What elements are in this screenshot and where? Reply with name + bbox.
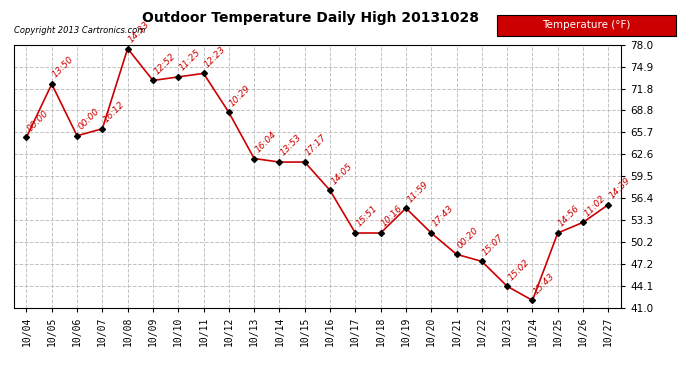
Text: 14:56: 14:56 (557, 204, 582, 229)
Text: 00:20: 00:20 (455, 225, 480, 250)
Text: 15:51: 15:51 (355, 204, 380, 229)
Text: 14:33: 14:33 (127, 20, 152, 44)
Text: 00:00: 00:00 (76, 107, 101, 132)
Text: 11:59: 11:59 (405, 179, 430, 204)
Text: 15:43: 15:43 (531, 272, 556, 296)
Text: 15:02: 15:02 (506, 257, 531, 282)
Text: 16:12: 16:12 (101, 100, 126, 124)
Text: 00:00: 00:00 (26, 108, 50, 133)
Text: 12:52: 12:52 (152, 51, 177, 76)
Text: Outdoor Temperature Daily High 20131028: Outdoor Temperature Daily High 20131028 (142, 11, 479, 25)
Text: 10:29: 10:29 (228, 84, 253, 108)
Text: 17:43: 17:43 (431, 204, 455, 229)
Text: 11:25: 11:25 (177, 48, 202, 73)
Text: 13:50: 13:50 (51, 55, 76, 80)
Text: 11:02: 11:02 (582, 194, 607, 218)
Text: 13:53: 13:53 (279, 133, 304, 158)
Text: 16:04: 16:04 (253, 130, 278, 154)
Text: 12:23: 12:23 (203, 45, 228, 69)
Text: Temperature (°F): Temperature (°F) (542, 21, 631, 30)
Text: Copyright 2013 Cartronics.com: Copyright 2013 Cartronics.com (14, 26, 145, 35)
Text: 15:07: 15:07 (481, 232, 506, 257)
Text: 14:39: 14:39 (607, 176, 632, 201)
Text: 14:05: 14:05 (329, 162, 354, 186)
Text: 10:16: 10:16 (380, 204, 404, 229)
Text: 17:17: 17:17 (304, 133, 328, 158)
